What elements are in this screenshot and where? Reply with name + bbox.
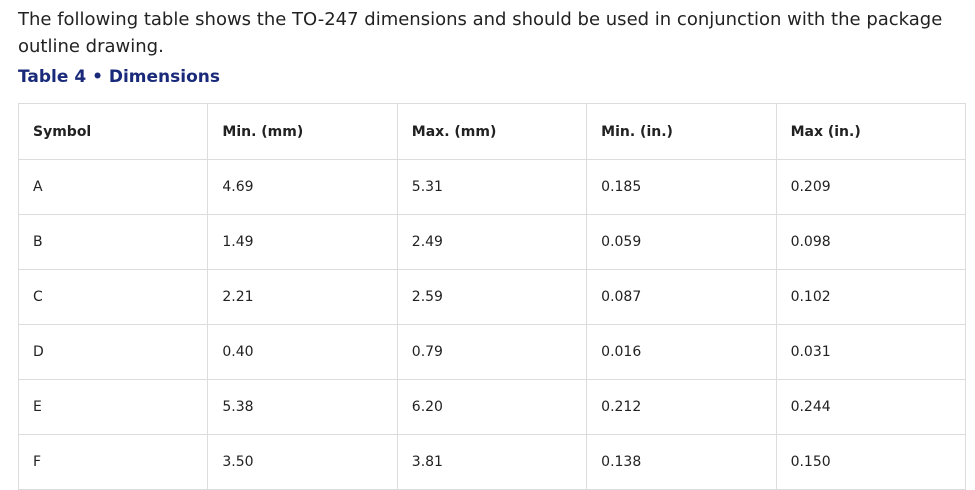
table-cell: 0.059	[586, 214, 777, 270]
table-cell: A	[17, 159, 209, 215]
table-cell: 0.087	[586, 269, 777, 325]
header-cell: Max. (mm)	[396, 103, 588, 160]
table-cell: D	[17, 324, 209, 380]
table-row: B 1.49 2.49 0.059 0.098	[17, 214, 967, 270]
table-cell: 0.185	[586, 159, 777, 215]
table-row: C 2.21 2.59 0.087 0.102	[17, 269, 967, 325]
table-row: F 3.50 3.81 0.138 0.150	[17, 434, 967, 490]
table-row: D 0.40 0.79 0.016 0.031	[17, 324, 967, 380]
table-cell: 0.102	[775, 269, 967, 325]
table-cell: 0.138	[586, 434, 777, 490]
table-cell: 5.31	[396, 159, 588, 215]
table-head: Symbol Min. (mm) Max. (mm) Min. (in.) Max (i…	[17, 103, 967, 160]
table-cell: 3.81	[396, 434, 588, 490]
table-cell: 1.49	[207, 214, 398, 270]
header-cell: Min. (in.)	[586, 103, 777, 160]
table-cell: 0.209	[775, 159, 967, 215]
table-cell: E	[17, 379, 209, 435]
table-cell: 4.69	[207, 159, 398, 215]
table-cell: 0.79	[396, 324, 588, 380]
table-cell: 3.50	[207, 434, 398, 490]
table-cell: 0.031	[775, 324, 967, 380]
table-cell: 0.40	[207, 324, 398, 380]
table-cell: 0.150	[775, 434, 967, 490]
table-caption: Table 4 • Dimensions	[18, 67, 220, 87]
dimensions-table: Symbol Min. (mm) Max. (mm) Min. (in.) Max (i…	[17, 103, 967, 490]
table-cell: 0.016	[586, 324, 777, 380]
table-cell: F	[17, 434, 209, 490]
table-cell: 2.21	[207, 269, 398, 325]
table-cell: B	[17, 214, 209, 270]
intro-text: The following table shows the TO-247 dim…	[18, 9, 943, 57]
table-cell: 5.38	[207, 379, 398, 435]
table-cell: 0.244	[775, 379, 967, 435]
table-cell: 0.098	[775, 214, 967, 270]
header-cell: Symbol	[17, 103, 209, 160]
table-body: A 4.69 5.31 0.185 0.209 B 1.49 2.49 0.059 0.098 C 2…	[17, 159, 967, 490]
table-cell: 0.212	[586, 379, 777, 435]
table-cell: 2.59	[396, 269, 588, 325]
header-row: Symbol Min. (mm) Max. (mm) Min. (in.) Max (i…	[17, 103, 967, 160]
table-cell: C	[17, 269, 209, 325]
table-cell: 2.49	[396, 214, 588, 270]
header-cell: Min. (mm)	[207, 103, 398, 160]
header-cell: Max (in.)	[775, 103, 967, 160]
table-cell: 6.20	[396, 379, 588, 435]
table-row: E 5.38 6.20 0.212 0.244	[17, 379, 967, 435]
table-row: A 4.69 5.31 0.185 0.209	[17, 159, 967, 215]
